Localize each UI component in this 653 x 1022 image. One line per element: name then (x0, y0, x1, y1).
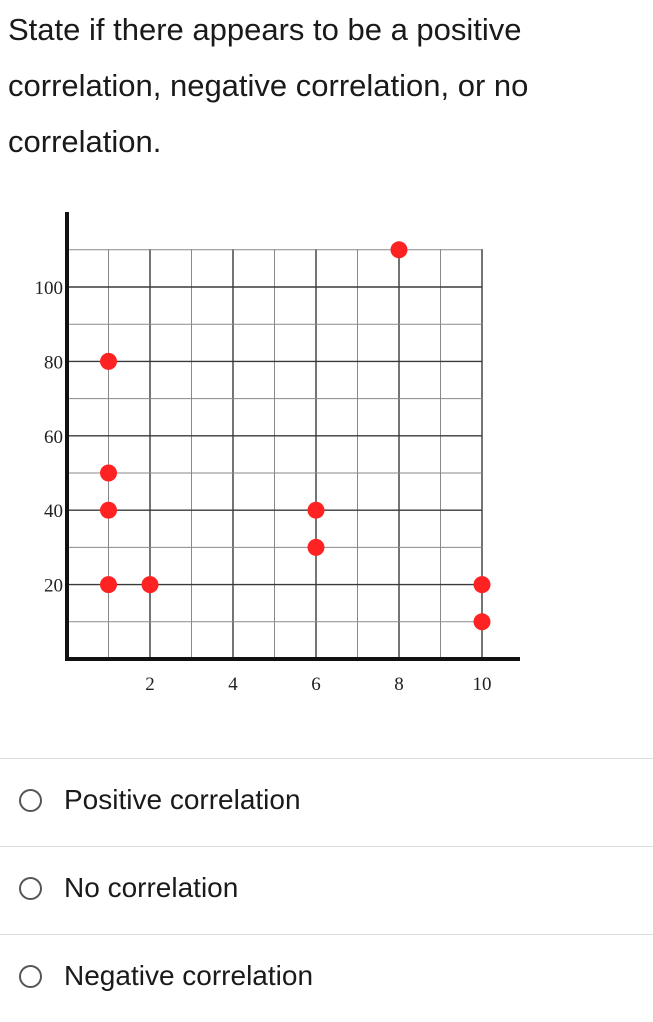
option-label: No correlation (64, 872, 239, 903)
y-tick-label: 80 (44, 352, 63, 373)
data-point (100, 501, 117, 519)
chart-grid (67, 249, 483, 659)
y-tick-label: 20 (44, 576, 63, 597)
x-tick-label: 10 (473, 674, 492, 695)
y-tick-label: 40 (44, 501, 63, 522)
data-point (100, 464, 117, 482)
chart-points (100, 241, 491, 631)
radio-button-icon[interactable] (19, 965, 42, 988)
data-point (307, 538, 325, 556)
option-negative-correlation[interactable]: Negative correlation (0, 934, 653, 1022)
option-positive-correlation[interactable]: Positive correlation (0, 758, 653, 846)
y-tick-label: 60 (44, 427, 63, 448)
data-point (100, 576, 117, 594)
radio-button-icon[interactable] (19, 877, 42, 900)
x-tick-label: 2 (145, 674, 155, 695)
radio-button-icon[interactable] (19, 789, 42, 812)
scatter-chart: 20 40 60 80 100 2 4 6 8 10 (35, 212, 520, 695)
x-tick-label: 8 (394, 674, 404, 695)
data-point (390, 241, 408, 259)
y-tick-label: 100 (35, 278, 64, 299)
x-tick-label: 4 (228, 674, 238, 695)
answer-options: Positive correlation No correlation Nega… (0, 758, 653, 1022)
data-point (141, 576, 159, 594)
data-point (307, 501, 325, 519)
chart-tick-labels: 20 40 60 80 100 2 4 6 8 10 (35, 278, 492, 695)
x-tick-label: 6 (311, 674, 321, 695)
chart-axes (65, 212, 520, 661)
data-point (473, 576, 491, 594)
data-point (473, 613, 491, 631)
option-label: Negative correlation (64, 960, 314, 991)
option-no-correlation[interactable]: No correlation (0, 846, 653, 934)
data-point (100, 352, 117, 370)
question-text: State if there appears to be a positive … (8, 12, 529, 159)
option-label: Positive correlation (64, 784, 301, 815)
